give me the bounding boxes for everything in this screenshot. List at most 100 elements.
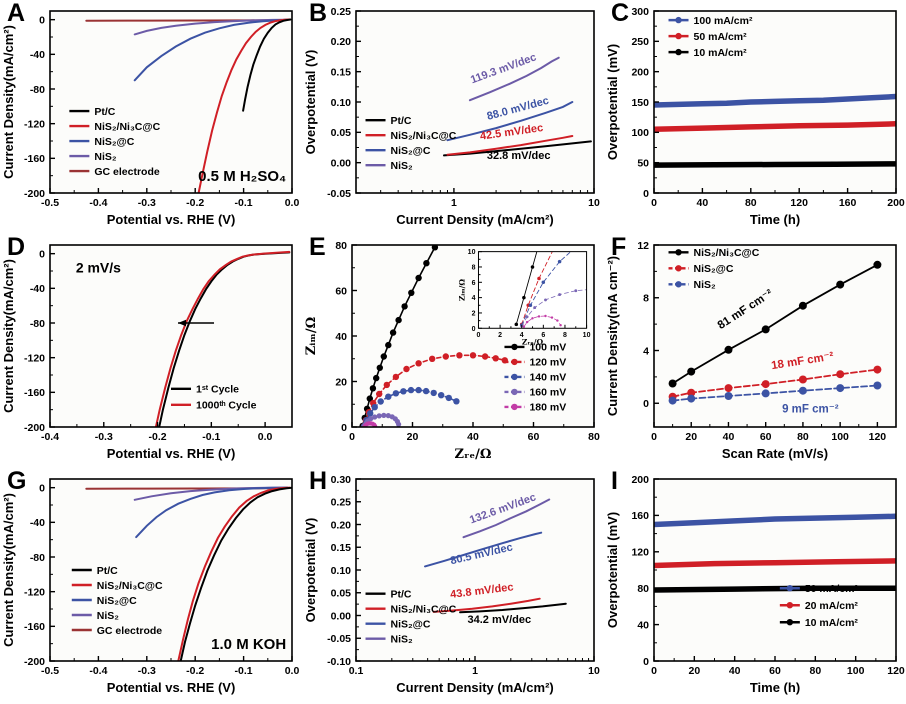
svg-text:0.15: 0.15 xyxy=(331,542,352,554)
series-line xyxy=(432,597,541,613)
svg-text:0.25: 0.25 xyxy=(331,6,352,18)
annotation-text: 1.0 M KOH xyxy=(211,636,286,653)
panel-d-chart: -0.4 -0.3 -0.2 -0.1 0.0 -200 -160 -120 -80 -40 0 Po… xyxy=(1,244,293,461)
svg-text:150: 150 xyxy=(631,97,649,109)
y-axis-label: Current Density(mA/cm²) xyxy=(1,259,16,413)
svg-text:0: 0 xyxy=(651,665,657,677)
svg-text:-0.1: -0.1 xyxy=(235,197,253,209)
svg-text:0.00: 0.00 xyxy=(331,610,352,622)
axes-ticks: 0.1 1 10 -0.10 -0.05 0.00 0.05 0.10 0.15 0.20 0.25… xyxy=(327,474,600,677)
series-line xyxy=(459,602,567,614)
series-line xyxy=(654,558,896,569)
data-point-marker xyxy=(453,398,460,405)
data-point-marker xyxy=(556,319,559,322)
svg-text:-0.05: -0.05 xyxy=(327,188,351,200)
data-point-marker xyxy=(469,352,477,359)
legend-label: 20 mA/cm² xyxy=(805,600,859,612)
data-point-marker xyxy=(415,360,422,367)
legend-label: 100 mA/cm² xyxy=(694,15,753,27)
svg-text:0: 0 xyxy=(651,197,657,209)
svg-text:-0.1: -0.1 xyxy=(202,431,220,443)
data-point-marker xyxy=(668,396,677,405)
panel-label-g: G xyxy=(7,467,27,495)
svg-text:-0.2: -0.2 xyxy=(186,197,204,209)
series-line xyxy=(133,18,289,82)
svg-text:40: 40 xyxy=(697,197,709,209)
legend-label: 50 mA/cm² xyxy=(694,31,748,43)
legend-marker-icon xyxy=(675,48,682,56)
data-point-marker xyxy=(380,353,387,360)
data-point-marker xyxy=(403,365,410,373)
data-point-marker xyxy=(383,381,390,389)
data-point-marker xyxy=(873,381,882,390)
legend-marker-icon xyxy=(675,265,682,272)
plot-area xyxy=(654,93,896,168)
svg-text:-40: -40 xyxy=(30,283,45,295)
data-point-marker xyxy=(431,245,439,251)
svg-text:160: 160 xyxy=(631,510,649,522)
x-axis-label: Potential vs. RHE (V) xyxy=(107,446,236,461)
svg-text:4: 4 xyxy=(520,332,524,339)
plot-area xyxy=(654,513,896,593)
legend: 100 mV 120 mV 140 mV 160 mV 180 mV xyxy=(504,342,566,414)
legend-marker-icon xyxy=(675,281,682,288)
data-point-marker xyxy=(392,373,400,381)
svg-text:10: 10 xyxy=(468,249,476,256)
svg-text:40: 40 xyxy=(723,431,735,443)
x-axis-label: Potential vs. RHE (V) xyxy=(107,212,236,227)
x-axis-label: Current Density (mA/cm²) xyxy=(396,212,553,227)
annotation-text: 0.5 M H₂SO₄ xyxy=(198,168,286,185)
data-point-marker xyxy=(687,388,696,397)
svg-text:-120: -120 xyxy=(24,352,45,364)
legend-label: Pt/C xyxy=(391,588,412,600)
data-point-marker xyxy=(557,259,562,264)
data-point-marker xyxy=(873,365,882,374)
data-point-marker xyxy=(668,379,677,388)
series-line xyxy=(177,486,291,661)
legend-marker-icon xyxy=(511,358,518,366)
data-point-marker xyxy=(724,345,733,354)
svg-text:-200: -200 xyxy=(24,188,45,200)
legend-label: NiS₂ xyxy=(391,160,414,172)
data-point-marker xyxy=(415,386,422,394)
svg-text:-0.5: -0.5 xyxy=(41,197,59,209)
svg-text:100: 100 xyxy=(831,431,849,443)
data-point-marker xyxy=(481,353,489,360)
data-point-marker xyxy=(377,398,384,405)
x-axis-label: Zᵣₑ/Ω xyxy=(455,447,492,462)
legend-label: NiS₂ xyxy=(694,279,717,291)
svg-text:8: 8 xyxy=(563,332,567,339)
svg-text:-0.3: -0.3 xyxy=(138,197,156,209)
svg-text:40: 40 xyxy=(637,619,649,631)
svg-text:100: 100 xyxy=(847,665,865,677)
data-point-marker xyxy=(456,352,463,359)
legend-label: Pt/C xyxy=(97,565,118,577)
data-point-marker xyxy=(531,317,534,320)
plot-area xyxy=(668,260,882,405)
legend-label: 1ˢᵗ Cycle xyxy=(196,384,239,396)
legend-marker-icon xyxy=(511,388,518,396)
data-point-marker xyxy=(392,390,400,397)
plot-area xyxy=(443,56,592,157)
legend-label: 50 mA/cm² xyxy=(805,583,859,595)
series-line xyxy=(521,251,572,326)
series-line xyxy=(462,498,551,539)
data-point-marker xyxy=(407,386,415,394)
svg-text:-0.5: -0.5 xyxy=(41,665,59,677)
svg-text:60: 60 xyxy=(760,431,772,443)
data-point-marker xyxy=(525,320,529,324)
data-point-marker xyxy=(376,413,382,419)
panel-i-chart: 0 20 40 60 80 100 120 0 40 80 120 160 200 Time (h) Ove… xyxy=(605,474,905,695)
legend-label: NiS₂@C xyxy=(694,263,734,275)
svg-text:20: 20 xyxy=(407,431,419,443)
svg-text:6: 6 xyxy=(472,280,476,287)
legend-label: 120 mV xyxy=(529,357,566,369)
series-line xyxy=(154,250,291,427)
arrow-head-icon xyxy=(177,319,186,327)
data-point-marker xyxy=(385,413,391,419)
x-axis-label: Scan Rate (mV/s) xyxy=(722,446,828,461)
axes-ticks: -0.5 -0.4 -0.3 -0.2 -0.1 0.0 -200 -160 -120 -80 -4… xyxy=(24,482,299,677)
svg-text:0: 0 xyxy=(477,332,481,339)
